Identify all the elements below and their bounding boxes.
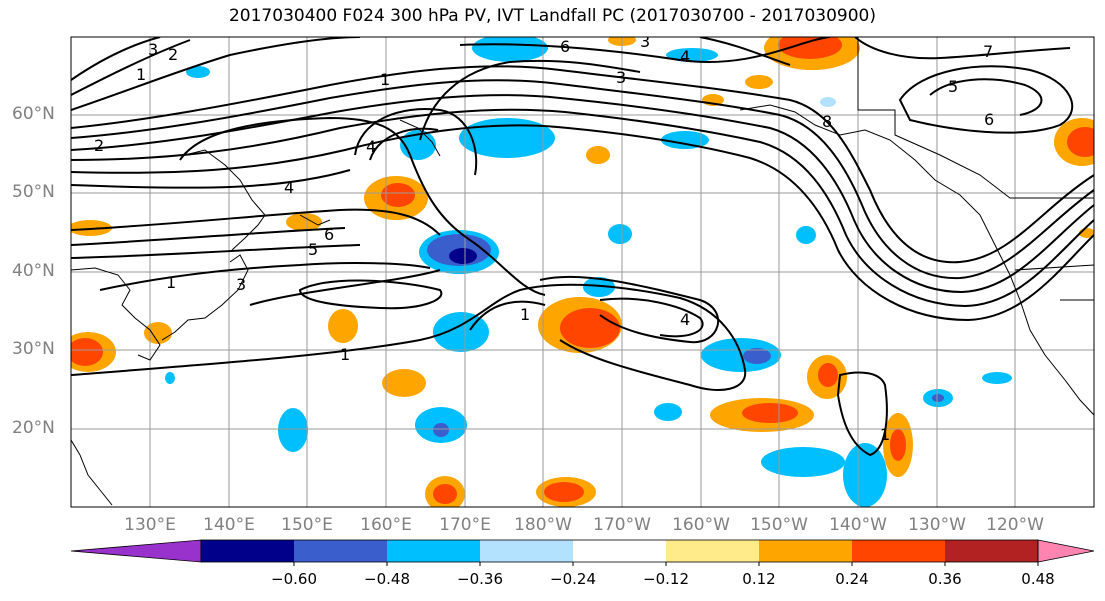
contour-label: 6 <box>324 225 334 244</box>
contour-label: 7 <box>983 42 993 61</box>
contour-label: 1 <box>340 345 350 364</box>
lon-label: 150°E <box>281 515 333 535</box>
contour-label: 5 <box>948 77 958 96</box>
colorbar-segments <box>70 539 1095 566</box>
lat-label: 20°N <box>12 418 55 438</box>
contour-labels: 2 4 5 6 1 3 1 1 4 1 4 3 2 1 6 3 4 3 8 7 … <box>94 32 994 444</box>
contour-label: 1 <box>136 65 146 84</box>
lon-label: 180°W <box>514 515 572 535</box>
contour-label: 3 <box>236 275 246 294</box>
lon-label: 140°W <box>829 515 887 535</box>
colorbar-segment <box>759 540 853 562</box>
contour-label: 4 <box>680 47 690 66</box>
colorbar-tick-label: 0.12 <box>742 570 776 588</box>
contour-label: 1 <box>880 425 890 444</box>
colorbar-tick-label: 0.36 <box>928 570 962 588</box>
lat-label: 60°N <box>12 104 55 124</box>
colorbar-tick-label: −0.12 <box>643 570 689 588</box>
colorbar-segment <box>945 540 1039 562</box>
colorbar-tick-label: −0.36 <box>457 570 503 588</box>
colorbar-frame <box>200 539 1039 563</box>
pv-contours <box>71 37 1094 457</box>
contour-label: 8 <box>822 112 832 131</box>
lon-label: 170°W <box>593 515 651 535</box>
contour-label: 5 <box>308 240 318 259</box>
lat-label: 30°N <box>12 339 55 359</box>
contour-label: 1 <box>166 273 176 292</box>
contour-label: 3 <box>616 68 626 87</box>
lon-label: 150°W <box>750 515 808 535</box>
contour-label: 4 <box>284 178 294 197</box>
lat-label: 40°N <box>12 261 55 281</box>
contour-label: 6 <box>560 37 570 56</box>
colorbar-segment <box>573 540 667 562</box>
map-title: 2017030400 F024 300 hPa PV, IVT Landfall… <box>228 6 876 26</box>
colorbar-segment <box>387 540 481 562</box>
map-frame <box>70 36 1095 508</box>
lon-label: 170°E <box>439 515 491 535</box>
lon-label: 140°E <box>203 515 255 535</box>
contour-label: 6 <box>984 110 994 129</box>
contour-label: 1 <box>380 70 390 89</box>
contour-label: 1 <box>520 305 530 324</box>
colorbar-segment <box>201 540 295 562</box>
contour-label: 2 <box>168 45 178 64</box>
contour-label: 4 <box>366 137 376 156</box>
colorbar-segment <box>852 540 946 562</box>
colorbar-tick-label: 0.48 <box>1021 570 1055 588</box>
contour-label: 3 <box>640 32 650 51</box>
lon-label: 130°E <box>124 515 176 535</box>
lon-label: 160°E <box>360 515 412 535</box>
lon-label: 160°W <box>672 515 730 535</box>
contour-label: 2 <box>94 136 104 155</box>
colorbar-segment <box>480 540 574 562</box>
colorbar-extend-high <box>1037 539 1095 563</box>
colorbar-segment <box>294 540 388 562</box>
colorbar-extend-low <box>70 539 202 563</box>
colorbar-tick-label: −0.60 <box>271 570 317 588</box>
lon-label: 130°W <box>908 515 966 535</box>
lon-label: 120°W <box>986 515 1044 535</box>
colorbar-tick-label: −0.48 <box>364 570 410 588</box>
contour-label: 3 <box>148 40 158 59</box>
colorbar-segment <box>666 540 760 562</box>
lat-label: 50°N <box>12 182 55 202</box>
colorbar-tick-label: −0.24 <box>550 570 596 588</box>
contour-label: 4 <box>680 310 690 329</box>
coastlines <box>71 37 1094 506</box>
colorbar-tick-label: 0.24 <box>835 570 869 588</box>
